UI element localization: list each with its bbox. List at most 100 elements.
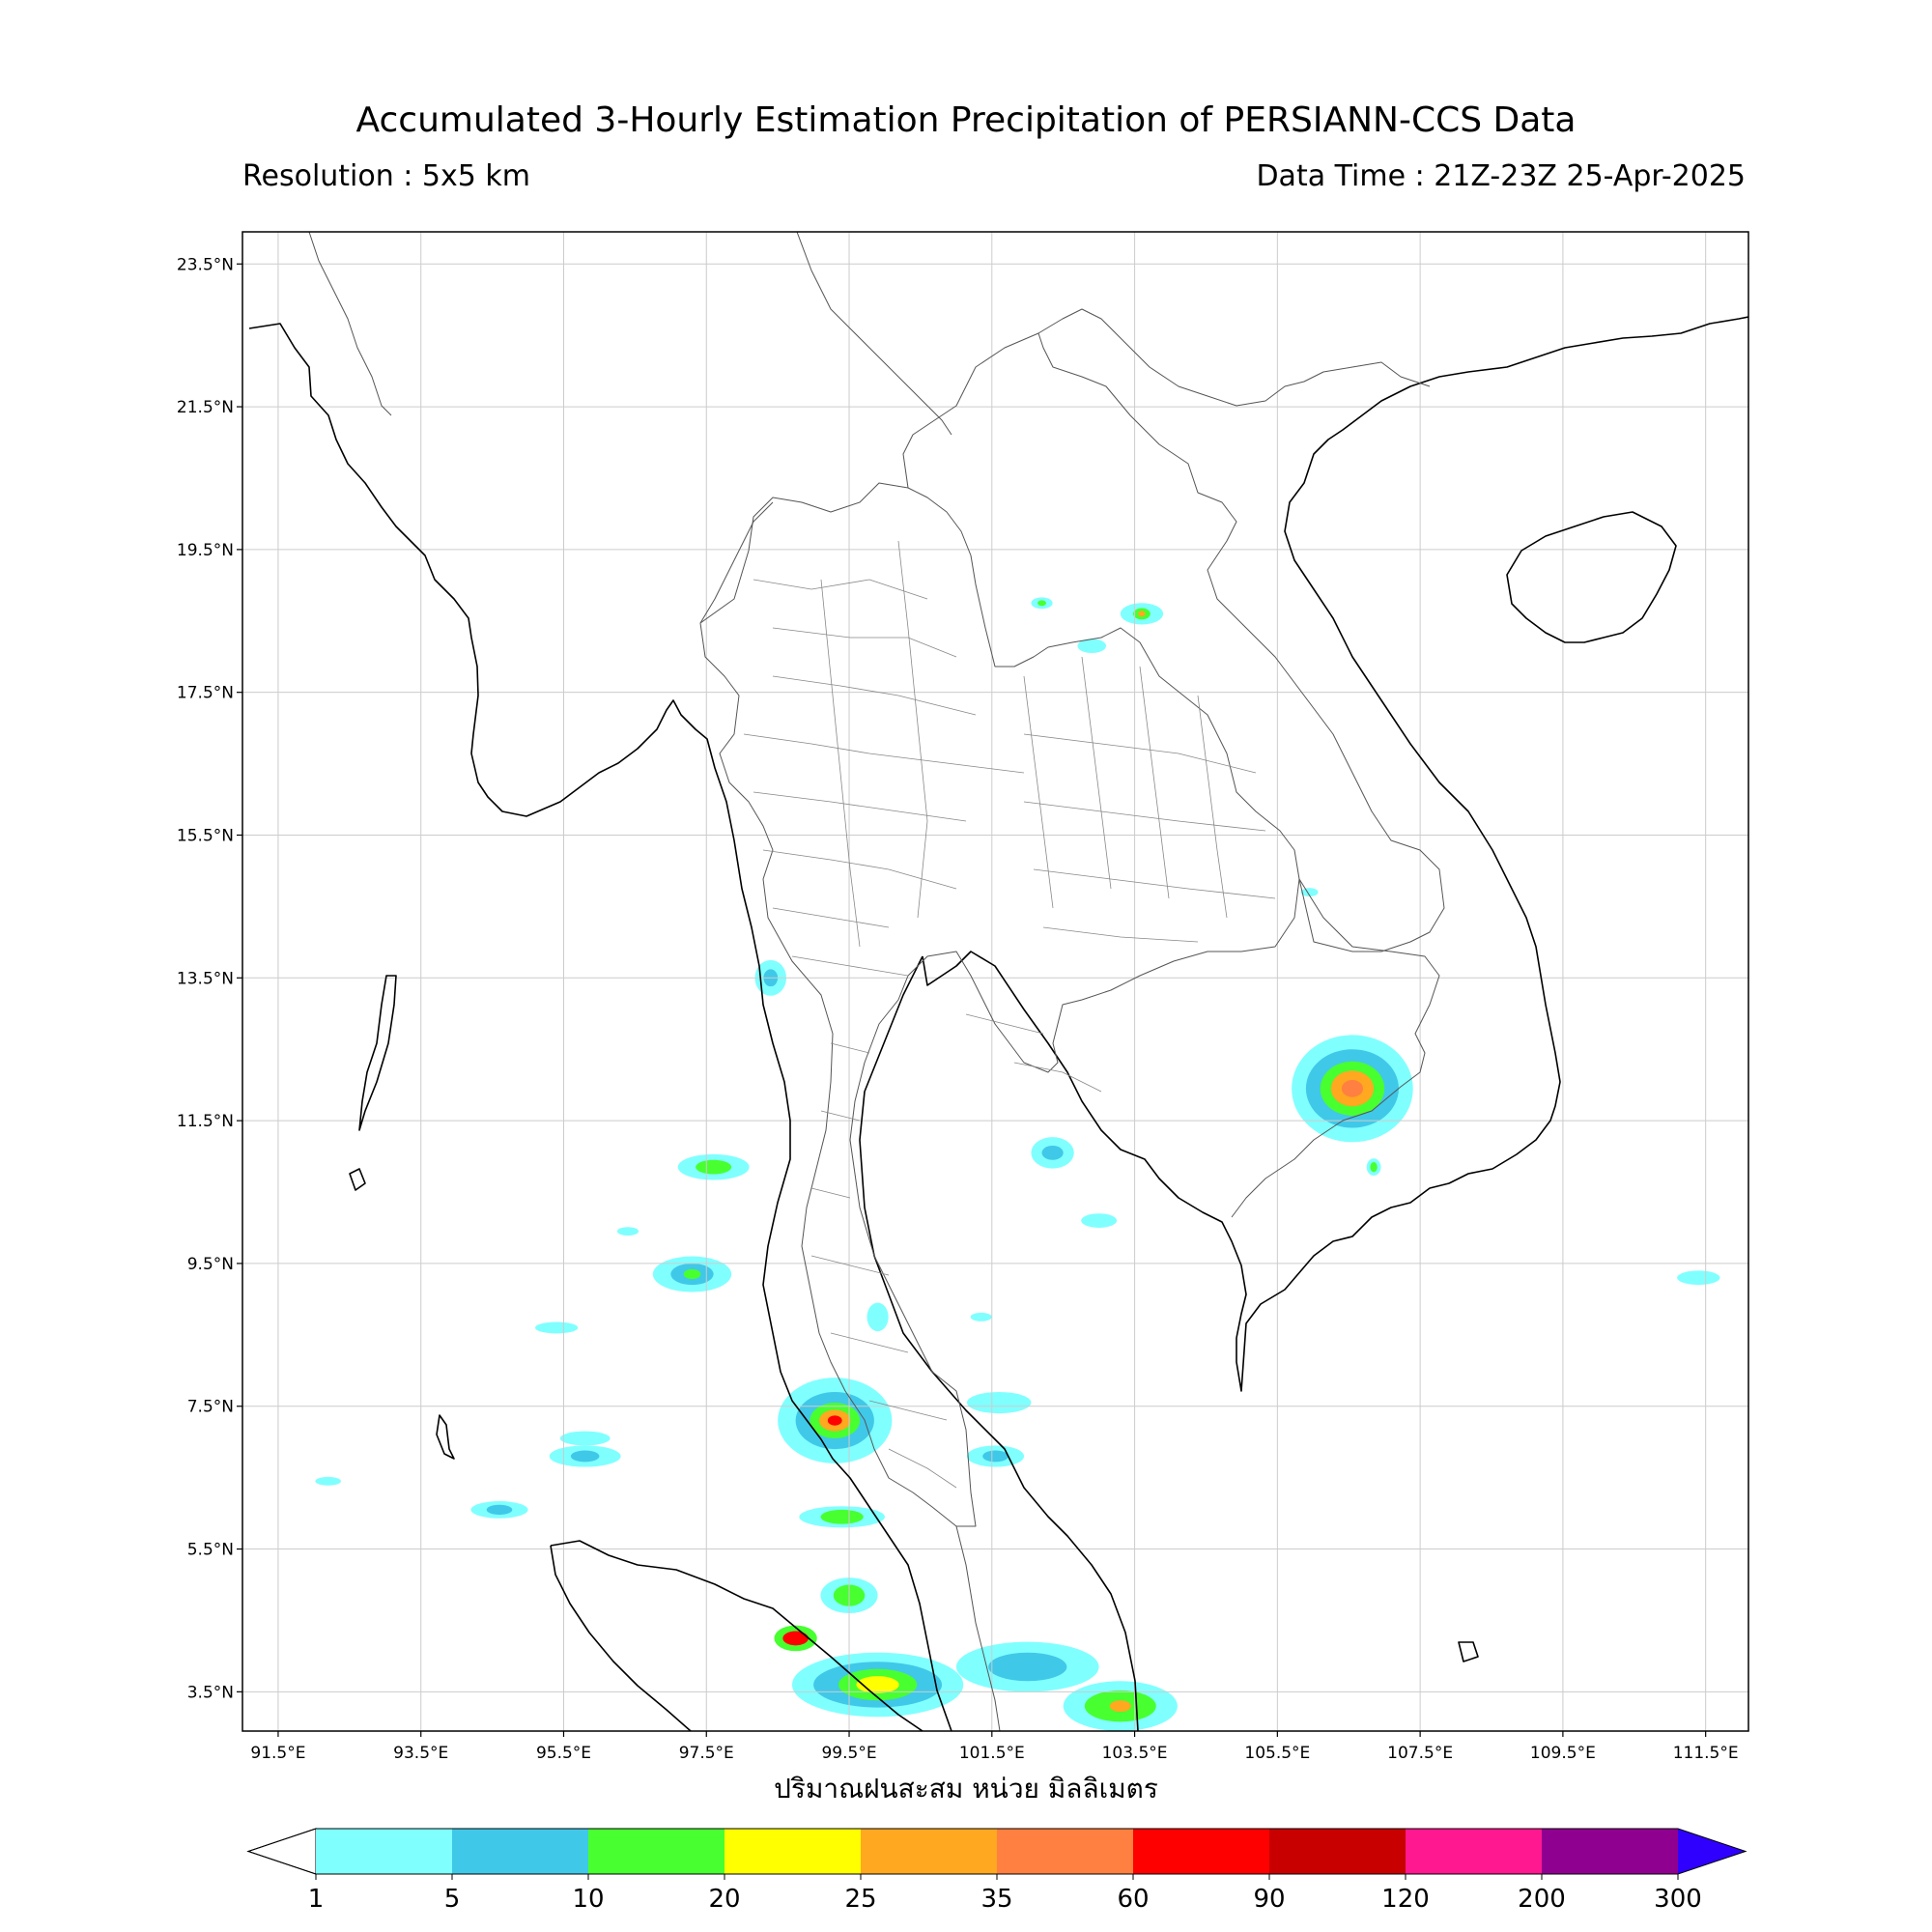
rain-cell-19-level-1 bbox=[1037, 600, 1046, 607]
myanmar-border bbox=[308, 232, 774, 624]
lat-tick-label: 23.5°N bbox=[177, 255, 234, 274]
sumatra-west-coast bbox=[550, 1545, 692, 1731]
colorbar-tick-label: 1 bbox=[308, 1885, 325, 1914]
lon-tick-label: 111.5°E bbox=[1673, 1744, 1739, 1763]
colorbar-tick-label: 20 bbox=[708, 1885, 740, 1914]
colorbar: 1 5 10 20 25 35 60 90 120 200 300 bbox=[246, 1828, 1747, 1914]
coastline-peninsula-east bbox=[859, 955, 1139, 1731]
colorbar-tick-label: 10 bbox=[572, 1885, 604, 1914]
hainan-island bbox=[1506, 511, 1677, 643]
rain-cell-13-level-0 bbox=[534, 1321, 579, 1334]
colorbar-segment bbox=[1269, 1829, 1406, 1874]
rain-cell-17-level-0 bbox=[966, 1391, 1032, 1414]
laos-border bbox=[902, 332, 1445, 952]
lat-tick-label: 9.5°N bbox=[187, 1255, 234, 1274]
rain-layer bbox=[315, 597, 1720, 1731]
lat-tick-label: 15.5°N bbox=[177, 826, 234, 845]
rain-cell-21-level-0 bbox=[1081, 1213, 1118, 1228]
chart-title: Accumulated 3-Hourly Estimation Precipit… bbox=[355, 100, 1577, 140]
lat-tick-label: 7.5°N bbox=[187, 1398, 234, 1417]
rain-cell-24-level-0 bbox=[616, 1227, 639, 1236]
lon-tick-label: 101.5°E bbox=[959, 1744, 1025, 1763]
colorbar-tick-label: 120 bbox=[1381, 1885, 1430, 1914]
colorbar-segment bbox=[861, 1829, 998, 1874]
colorbar-tick-label: 25 bbox=[844, 1885, 876, 1914]
sumatra-coast bbox=[550, 1540, 923, 1731]
rain-cell-28-level-0 bbox=[970, 1312, 992, 1321]
lon-tick-label: 91.5°E bbox=[250, 1744, 305, 1763]
lat-tick-label: 5.5°N bbox=[187, 1541, 234, 1560]
rain-cell-3-level-1 bbox=[782, 1631, 809, 1646]
internal-borders bbox=[308, 232, 1445, 1731]
lat-tick-label: 11.5°N bbox=[177, 1112, 234, 1131]
rain-cell-23-level-0 bbox=[315, 1476, 341, 1486]
rain-cell-0-level-4 bbox=[1341, 1079, 1364, 1097]
lat-tick-label: 13.5°N bbox=[177, 969, 234, 988]
rain-cell-10-level-1 bbox=[570, 1450, 600, 1463]
rain-cell-1-level-4 bbox=[827, 1415, 842, 1426]
lon-tick-label: 99.5°E bbox=[821, 1744, 876, 1763]
colorbar-tick-label: 300 bbox=[1654, 1885, 1702, 1914]
thai-province-lines bbox=[743, 540, 1276, 1489]
colorbar-segment bbox=[316, 1829, 453, 1874]
x-axis-label: ปริมาณฝนสะสม หน่วย มิลลิเมตร bbox=[774, 1773, 1158, 1804]
rain-cell-5-level-2 bbox=[1109, 1700, 1131, 1713]
lon-tick-label: 105.5°E bbox=[1244, 1744, 1310, 1763]
rain-cell-9-level-1 bbox=[696, 1159, 732, 1175]
coastline-west bbox=[248, 323, 952, 1731]
rain-cell-25-level-1 bbox=[1370, 1161, 1378, 1173]
lat-tick-label: 17.5°N bbox=[177, 684, 234, 703]
lon-tick-label: 107.5°E bbox=[1387, 1744, 1453, 1763]
rain-cell-4-level-1 bbox=[988, 1652, 1067, 1682]
colorbar-segment bbox=[1133, 1829, 1270, 1874]
plot-frame bbox=[242, 231, 1749, 1732]
coastline-mekong bbox=[1236, 316, 1748, 1392]
rain-cell-8-level-2 bbox=[683, 1268, 701, 1280]
china-border bbox=[796, 232, 952, 436]
small-island-2 bbox=[1458, 1641, 1479, 1662]
andaman-islands bbox=[358, 975, 397, 1131]
rain-cell-22-level-0 bbox=[867, 1302, 889, 1332]
rain-cell-16-level-1 bbox=[982, 1450, 1009, 1463]
colorbar-over-arrow bbox=[1678, 1829, 1746, 1874]
rain-cell-27-level-0 bbox=[1300, 888, 1319, 897]
lat-tick-label: 3.5°N bbox=[187, 1683, 234, 1702]
lon-tick-label: 103.5°E bbox=[1102, 1744, 1168, 1763]
rain-cell-18-level-2 bbox=[1138, 611, 1146, 617]
longitude-tick-labels: 91.5°E 93.5°E 95.5°E 97.5°E 99.5°E 101.5°E 103… bbox=[250, 1731, 1739, 1763]
lat-tick-label: 19.5°N bbox=[177, 541, 234, 560]
colorbar-tick-label: 35 bbox=[980, 1885, 1012, 1914]
nicobar-islands bbox=[436, 1414, 455, 1460]
china-vietnam-border bbox=[1037, 308, 1431, 407]
lon-tick-label: 93.5°E bbox=[393, 1744, 448, 1763]
colorbar-under-arrow bbox=[246, 1828, 317, 1875]
rain-cell-15-level-1 bbox=[1041, 1145, 1064, 1160]
lon-tick-label: 109.5°E bbox=[1530, 1744, 1596, 1763]
colorbar-tick-label: 200 bbox=[1518, 1885, 1566, 1914]
rain-cell-26-level-0 bbox=[1677, 1270, 1720, 1286]
gridlines bbox=[242, 232, 1748, 1731]
colorbar-tick-label: 5 bbox=[444, 1885, 461, 1914]
lon-tick-label: 97.5°E bbox=[679, 1744, 734, 1763]
rain-cell-20-level-0 bbox=[1077, 639, 1107, 654]
latitude-tick-labels: 23.5°N 21.5°N 19.5°N 17.5°N 15.5°N 13.5°N 11.5… bbox=[177, 255, 242, 1702]
colorbar-segment bbox=[1406, 1829, 1543, 1874]
colorbar-tick-label: 90 bbox=[1253, 1885, 1285, 1914]
rain-cell-12-level-0 bbox=[559, 1431, 611, 1446]
small-island-1 bbox=[349, 1168, 366, 1191]
colorbar-tick-label: 60 bbox=[1117, 1885, 1149, 1914]
lat-tick-label: 21.5°N bbox=[177, 398, 234, 417]
coastline-gulf bbox=[922, 951, 1247, 1339]
colorbar-segment bbox=[452, 1829, 589, 1874]
colorbar-segment bbox=[1542, 1829, 1679, 1874]
coastlines-and-borders bbox=[248, 316, 1748, 1731]
colorbar-segment bbox=[997, 1829, 1134, 1874]
lon-tick-label: 95.5°E bbox=[536, 1744, 591, 1763]
thailand-border bbox=[699, 482, 1300, 1527]
rain-cell-11-level-1 bbox=[486, 1504, 513, 1516]
malaysia-border bbox=[955, 1525, 1001, 1731]
resolution-label: Resolution : 5x5 km bbox=[242, 159, 530, 193]
data-time-label: Data Time : 21Z-23Z 25-Apr-2025 bbox=[1256, 159, 1746, 193]
colorbar-segment bbox=[588, 1829, 725, 1874]
